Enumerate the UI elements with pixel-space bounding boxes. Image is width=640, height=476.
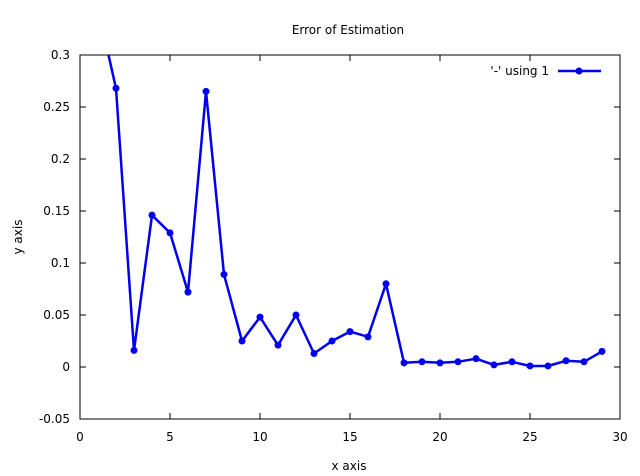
data-point: [112, 84, 120, 92]
data-point: [220, 270, 228, 278]
legend-label: '-' using 1: [490, 64, 549, 78]
y-tick-label: 0.1: [51, 256, 70, 270]
data-point: [256, 313, 264, 321]
x-tick-label: 10: [252, 430, 267, 444]
data-point: [166, 229, 174, 237]
y-axis-label: y axis: [11, 220, 25, 255]
series-line: [107, 55, 603, 368]
x-tick-label: 15: [342, 430, 357, 444]
data-point: [274, 341, 282, 349]
chart-title: Error of Estimation: [292, 23, 404, 37]
data-point: [238, 337, 246, 345]
data-point: [364, 333, 372, 341]
data-point: [544, 362, 552, 370]
series-group: [95, 5, 606, 370]
data-point: [580, 358, 588, 366]
x-axis-label: x axis: [332, 459, 367, 473]
data-point: [292, 311, 300, 319]
data-point: [310, 349, 318, 357]
data-point: [454, 358, 462, 366]
y-tick-label: 0.3: [51, 48, 70, 62]
data-point: [184, 288, 192, 296]
y-tick-label: 0.15: [43, 204, 70, 218]
data-point: [95, 5, 102, 12]
y-tick-label: 0.2: [51, 152, 70, 166]
legend: '-' using 1: [490, 64, 601, 78]
data-point: [436, 359, 444, 367]
legend-marker-sample: [575, 67, 583, 75]
data-point: [472, 355, 480, 363]
data-point: [562, 357, 570, 365]
axis-ticks: 0 5 10 15 20 25 30 -0.05 0 0.05 0.1 0.15 0.2 0.25 0.3: [39, 48, 628, 444]
data-point: [328, 337, 336, 345]
x-tick-label: 25: [522, 430, 537, 444]
x-tick-label: 30: [612, 430, 627, 444]
data-point: [490, 361, 498, 369]
y-tick-label: -0.05: [39, 412, 70, 426]
data-point: [598, 347, 606, 355]
data-point: [130, 346, 138, 354]
data-point: [382, 280, 390, 288]
y-tick-label: 0.05: [43, 308, 70, 322]
data-point: [202, 87, 210, 95]
y-tick-label: 0: [62, 360, 70, 374]
data-point: [400, 359, 408, 367]
data-point: [418, 358, 426, 366]
data-point: [148, 211, 156, 219]
x-tick-label: 0: [76, 430, 84, 444]
data-point: [508, 358, 516, 366]
plot-frame: [79, 54, 621, 420]
data-point: [526, 362, 534, 370]
y-tick-label: 0.25: [43, 100, 70, 114]
x-tick-label: 20: [432, 430, 447, 444]
x-tick-label: 5: [166, 430, 174, 444]
data-point: [346, 328, 354, 336]
